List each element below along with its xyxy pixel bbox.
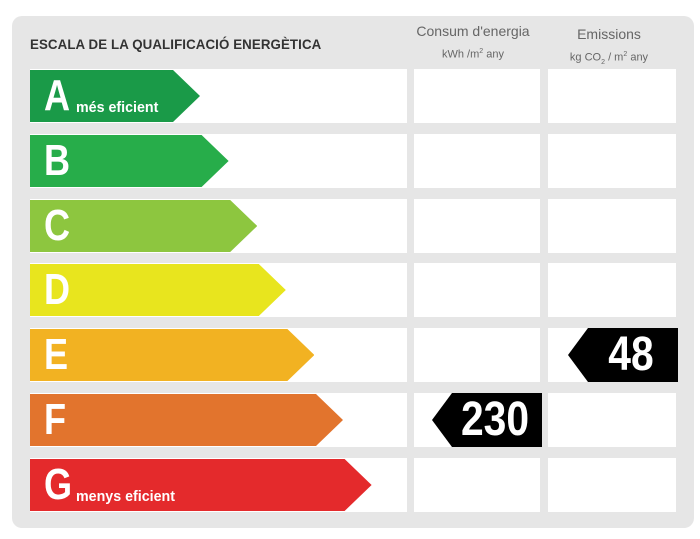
rating-sublabel-g: menys eficient bbox=[76, 487, 176, 505]
cell-consum-a bbox=[414, 69, 540, 123]
rating-letter-d: D bbox=[44, 265, 71, 315]
emissions-value-badge: 48 bbox=[568, 328, 678, 383]
consum-header-label: Consum d'energia bbox=[416, 23, 530, 39]
cell-emissions-c bbox=[548, 198, 676, 253]
rating-arrow-shape-g bbox=[30, 458, 372, 511]
rating-sublabel-a: més eficient bbox=[76, 99, 159, 116]
rating-arrow-b: B bbox=[30, 134, 229, 187]
rating-letter-b: B bbox=[44, 135, 71, 185]
cell-emissions-g bbox=[548, 457, 676, 512]
cell-emissions-a bbox=[548, 69, 676, 123]
rating-arrow-shape-f bbox=[30, 394, 343, 446]
cell-consum-g bbox=[414, 457, 540, 512]
rating-letter-c: C bbox=[44, 200, 71, 250]
consum-value-badge: 230 bbox=[432, 393, 542, 447]
rating-arrow-shape-b bbox=[30, 134, 229, 187]
rating-arrow-shape-a bbox=[30, 70, 200, 122]
rating-arrow-e: E bbox=[30, 329, 315, 382]
rating-letter-a: A bbox=[44, 71, 71, 120]
consum-header-unit: kWh /m2 any bbox=[442, 48, 504, 61]
emissions-value-badge-shape bbox=[568, 328, 678, 383]
consum-value-badge-shape bbox=[432, 393, 542, 447]
rating-letter-g: G bbox=[44, 459, 73, 509]
cell-consum-e bbox=[414, 328, 540, 383]
emissions-column-header: Emissions kg CO2 / m2 any bbox=[548, 25, 670, 71]
rating-letter-e: E bbox=[44, 330, 69, 380]
consum-value-badge-value: 230 bbox=[460, 393, 530, 446]
scale-title: ESCALA DE LA QUALIFICACIÓ ENERGÈTICA bbox=[30, 36, 322, 52]
rating-arrow-d: D bbox=[30, 264, 286, 317]
emissions-value-badge-value: 48 bbox=[608, 328, 654, 382]
consum-column-header: Consum d'energia kWh /m2 any bbox=[414, 22, 532, 63]
cell-consum-d bbox=[414, 263, 540, 318]
rating-letter-f: F bbox=[44, 395, 67, 444]
rating-arrow-f: F bbox=[30, 394, 343, 446]
rating-arrow-shape-e bbox=[30, 329, 315, 382]
cell-emissions-b bbox=[548, 133, 676, 188]
cell-emissions-d bbox=[548, 263, 676, 318]
cell-consum-c bbox=[414, 198, 540, 253]
cell-consum-b bbox=[414, 133, 540, 188]
rating-arrow-shape-d bbox=[30, 264, 286, 317]
emissions-header-label: Emissions bbox=[577, 26, 641, 42]
rating-arrow-shape-c bbox=[30, 199, 258, 252]
emissions-header-unit: kg CO2 / m2 any bbox=[569, 51, 649, 66]
cell-emissions-f bbox=[548, 393, 676, 447]
rating-arrow-c: C bbox=[30, 199, 258, 252]
